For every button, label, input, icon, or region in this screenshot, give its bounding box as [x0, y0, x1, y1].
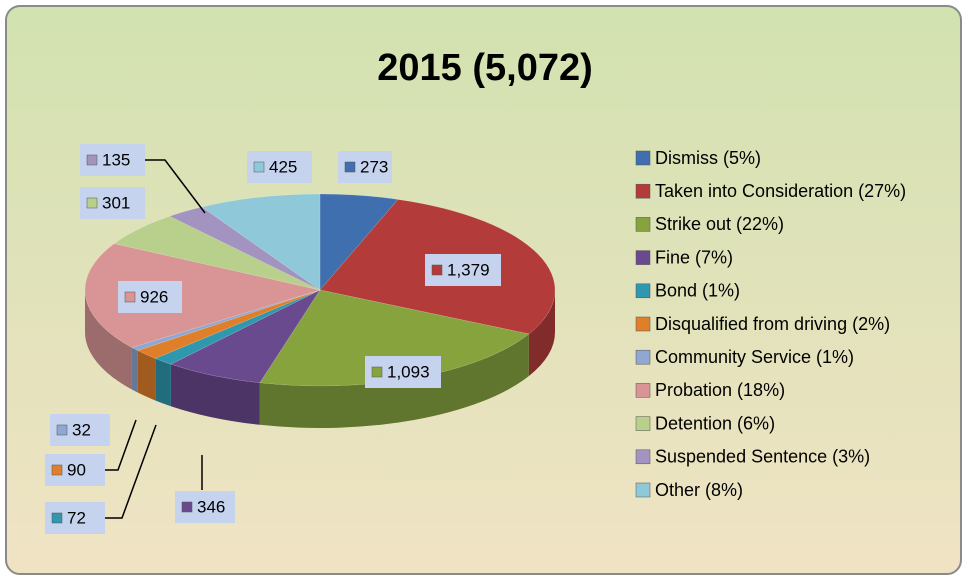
pie-slice-side: [528, 290, 555, 376]
legend-label: Disqualified from driving (2%): [655, 314, 890, 334]
leader-lines: [105, 159, 206, 519]
data-label: 301: [80, 187, 145, 219]
data-label-icon: [124, 291, 136, 303]
leader-line: [105, 424, 157, 519]
legend-swatch: [635, 183, 651, 199]
data-label-text: 346: [197, 497, 225, 516]
legend-label: Taken into Consideration (27%): [655, 181, 906, 201]
legend-label: Detention (6%): [655, 413, 775, 433]
data-label: 1,093: [365, 356, 441, 388]
data-label: 346: [175, 491, 235, 523]
data-label-text: 926: [140, 287, 168, 306]
data-label-text: 1,093: [387, 362, 430, 381]
pie-slice-side: [170, 364, 260, 425]
legend-swatch: [635, 449, 651, 465]
pie-slice: [319, 193, 399, 291]
data-label: 135: [80, 144, 145, 176]
data-label-text: 273: [360, 157, 388, 176]
data-label-text: 135: [102, 150, 130, 169]
pie-slice: [113, 215, 321, 291]
legend-label: Other (8%): [655, 480, 743, 500]
data-label-text: 1,379: [447, 260, 490, 279]
pie-slice: [154, 289, 321, 365]
legend-swatch: [635, 416, 651, 431]
leader-line: [145, 159, 206, 214]
data-label-icon: [253, 161, 265, 173]
legend-swatch: [635, 217, 651, 232]
data-label-icon: [344, 161, 356, 173]
pie-slice-side: [259, 333, 529, 428]
data-label: 273: [338, 151, 392, 183]
pie-slice: [131, 289, 321, 351]
legend-swatch: [635, 150, 651, 166]
data-label-text: 90: [67, 460, 86, 479]
pie-slice: [137, 289, 321, 359]
data-label-icon: [371, 366, 383, 378]
legend-label: Fine (7%): [655, 247, 733, 267]
data-label-text: 301: [102, 193, 130, 212]
legend-swatch: [635, 283, 651, 299]
pie-slice: [201, 193, 321, 291]
pie-slice-side: [85, 290, 132, 390]
leader-line: [105, 419, 137, 471]
data-label-text: 425: [269, 157, 297, 176]
data-label-icon: [431, 264, 443, 276]
data-label-icon: [86, 197, 98, 209]
legend-swatch: [635, 482, 651, 498]
data-label: 425: [247, 151, 312, 183]
data-label-text: 32: [72, 420, 91, 439]
legend-label: Probation (18%): [655, 380, 785, 400]
data-label: 90: [45, 454, 105, 486]
data-label: 1,379: [425, 254, 501, 286]
data-label-icon: [51, 464, 63, 476]
legend-label: Suspended Sentence (3%): [655, 447, 870, 467]
data-label-icon: [86, 154, 98, 166]
data-label-icon: [51, 512, 63, 524]
legend-swatch: [635, 250, 651, 265]
pie-slice: [169, 206, 321, 291]
legend-label: Dismiss (5%): [655, 148, 761, 168]
pie-slice: [84, 243, 321, 348]
data-label: 72: [45, 502, 105, 534]
legend-label: Community Service (1%): [655, 347, 854, 367]
data-label: 32: [50, 414, 110, 446]
data-label-text: 72: [67, 508, 86, 527]
legend-swatch: [635, 383, 651, 398]
pie-slice-side: [131, 347, 138, 393]
data-label-icon: [56, 424, 68, 436]
data-label: 926: [118, 281, 182, 313]
legend-swatch: [635, 349, 651, 365]
legend-swatch: [635, 316, 651, 332]
legend-label: Bond (1%): [655, 281, 740, 301]
legend-label: Strike out (22%): [655, 214, 784, 234]
chart-title: 2015 (5,072): [377, 47, 593, 89]
pie-slice-side: [137, 350, 156, 401]
pie-slice: [170, 289, 321, 384]
pie-slice-side: [155, 358, 171, 407]
data-label-icon: [181, 501, 193, 513]
